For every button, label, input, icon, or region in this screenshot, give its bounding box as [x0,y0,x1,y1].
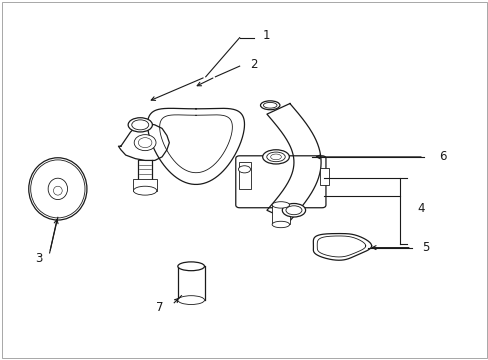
Ellipse shape [29,158,87,220]
Ellipse shape [285,206,301,215]
Ellipse shape [262,150,289,164]
Text: 1: 1 [262,30,269,42]
Text: 2: 2 [250,58,257,71]
Polygon shape [313,234,371,260]
Text: 7: 7 [156,301,163,314]
Ellipse shape [270,154,281,160]
Polygon shape [266,104,321,221]
Polygon shape [118,123,169,161]
Ellipse shape [178,262,204,271]
Bar [133,179,157,191]
Ellipse shape [238,166,250,173]
Ellipse shape [138,138,152,148]
Ellipse shape [128,118,152,132]
Bar [178,266,204,300]
Bar [319,167,329,185]
Ellipse shape [266,152,285,162]
Text: 5: 5 [422,241,429,254]
Text: 6: 6 [439,150,446,163]
Ellipse shape [272,202,289,208]
Ellipse shape [260,101,279,110]
Ellipse shape [134,135,156,150]
Ellipse shape [133,186,157,195]
Ellipse shape [282,203,305,217]
Polygon shape [147,108,244,184]
Text: 3: 3 [35,252,42,265]
Ellipse shape [263,103,276,108]
Ellipse shape [31,160,85,218]
Ellipse shape [272,221,289,228]
Ellipse shape [131,120,148,130]
Ellipse shape [178,296,204,305]
Text: 4: 4 [417,202,425,215]
Bar [272,204,289,225]
FancyBboxPatch shape [235,156,325,208]
Bar [238,162,250,189]
Ellipse shape [48,178,67,199]
Ellipse shape [53,186,62,195]
